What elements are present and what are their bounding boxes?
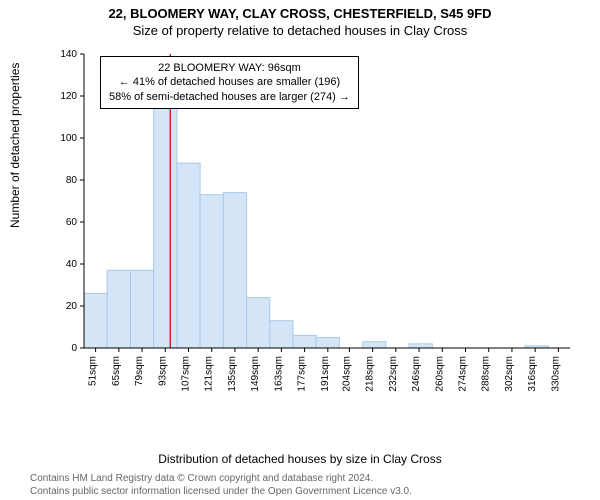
histogram-bar [247,298,270,348]
annotation-box: 22 BLOOMERY WAY: 96sqm ← 41% of detached… [100,56,359,109]
histogram-bar [316,338,339,349]
title-main: 22, BLOOMERY WAY, CLAY CROSS, CHESTERFIE… [0,0,600,21]
x-tick-label: 65sqm [111,356,122,386]
attribution-line2: Contains public sector information licen… [30,486,412,499]
x-tick-label: 177sqm [297,356,308,392]
x-tick-label: 107sqm [180,356,191,392]
y-axis-label: Number of detached properties [8,63,22,228]
annotation-line2: ← 41% of detached houses are smaller (19… [109,75,350,89]
histogram-bar [270,321,293,348]
x-tick-label: 163sqm [273,356,284,392]
histogram-bar [363,342,386,348]
x-tick-label: 51sqm [88,356,99,386]
y-tick-label: 140 [60,49,77,60]
x-tick-label: 93sqm [157,356,168,386]
x-tick-label: 274sqm [458,356,469,392]
histogram-bar [409,344,432,348]
attribution: Contains HM Land Registry data © Crown c… [30,473,412,498]
chart-container: 22, BLOOMERY WAY, CLAY CROSS, CHESTERFIE… [0,0,600,500]
annotation-line1: 22 BLOOMERY WAY: 96sqm [109,61,350,75]
title-sub: Size of property relative to detached ho… [0,21,600,38]
x-tick-label: 204sqm [341,356,352,392]
x-tick-label: 149sqm [250,356,261,392]
y-tick-label: 100 [60,133,77,144]
x-tick-label: 260sqm [434,356,445,392]
x-tick-label: 246sqm [411,356,422,392]
histogram-bar [107,270,130,348]
x-axis-label: Distribution of detached houses by size … [0,452,600,466]
y-tick-label: 40 [66,259,78,270]
attribution-line1: Contains HM Land Registry data © Crown c… [30,473,412,486]
y-tick-label: 80 [66,175,78,186]
x-tick-label: 135sqm [227,356,238,392]
x-tick-label: 302sqm [504,356,515,392]
y-tick-label: 60 [66,217,78,228]
histogram-bar [200,195,223,348]
histogram-bar [293,335,316,348]
y-tick-label: 120 [60,91,77,102]
x-tick-label: 288sqm [481,356,492,392]
histogram-bar [154,83,177,348]
x-tick-label: 218sqm [365,356,376,392]
x-tick-label: 191sqm [320,356,331,392]
histogram-bar [130,270,153,348]
y-tick-label: 20 [66,301,78,312]
x-tick-label: 316sqm [527,356,538,392]
y-tick-label: 0 [71,343,77,354]
histogram-bar [223,193,246,348]
x-tick-label: 330sqm [550,356,561,392]
x-tick-label: 79sqm [134,356,145,386]
x-tick-label: 121sqm [204,356,215,392]
annotation-line3: 58% of semi-detached houses are larger (… [109,90,350,104]
histogram-bar [84,293,107,348]
x-tick-label: 232sqm [388,356,399,392]
histogram-bar [177,163,200,348]
